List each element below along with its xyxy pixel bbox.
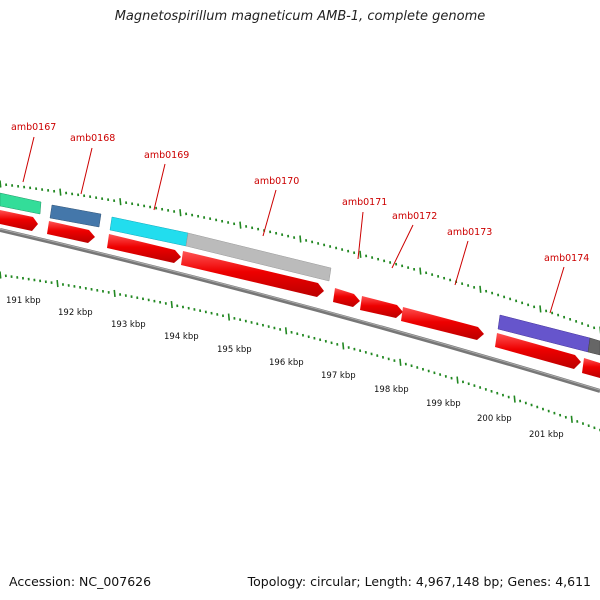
- scale-label: 197 kbp: [321, 371, 356, 381]
- major-tick: [513, 395, 516, 403]
- gene-label-amb0172: amb0172: [392, 211, 437, 222]
- major-tick: [113, 289, 116, 298]
- leader-line: [153, 163, 166, 211]
- gene-arrow: [107, 234, 181, 263]
- genome-backbone-highlight: [0, 228, 600, 391]
- major-tick: [179, 209, 182, 217]
- major-tick: [59, 188, 62, 196]
- scale-label: 195 kbp: [217, 345, 252, 355]
- gene-label-track: amb0167 amb0168 amb0169 amb0170 amb0171 …: [11, 122, 589, 264]
- accession-label: Accession: NC_007626: [9, 574, 152, 589]
- major-tick: [419, 267, 422, 275]
- gene-label-amb0168: amb0168: [70, 133, 115, 144]
- leader-line: [262, 189, 277, 237]
- scale-label: 193 kbp: [111, 320, 146, 330]
- major-tick: [0, 271, 2, 279]
- scale-label: 194 kbp: [164, 332, 199, 342]
- scale-label: 192 kbp: [58, 308, 93, 318]
- gene-label-amb0174: amb0174: [544, 253, 589, 264]
- major-tick: [284, 327, 288, 335]
- scale-label: 196 kbp: [269, 358, 304, 368]
- scale-tick-track: [0, 271, 600, 432]
- outer-tick-track: [0, 180, 600, 334]
- genome-backbone: [0, 228, 600, 393]
- leader-line: [454, 240, 469, 286]
- leader-line: [357, 211, 364, 260]
- leader-line: [80, 147, 93, 195]
- leader-line: [22, 136, 35, 183]
- gene-arrow-track: [0, 210, 600, 378]
- scale-label: 201 kbp: [529, 430, 564, 440]
- feature-track: [0, 192, 600, 356]
- gene-arrow: [360, 296, 403, 318]
- gene-label-amb0170: amb0170: [254, 176, 299, 187]
- major-tick: [299, 235, 302, 243]
- leader-line: [391, 224, 414, 269]
- gene-leader-lines: [22, 136, 565, 314]
- leader-line: [549, 266, 565, 314]
- gene-arrow: [47, 221, 95, 243]
- gene-arrow: [582, 358, 600, 378]
- gene-arrow: [181, 251, 324, 297]
- amb0170-feature: [185, 232, 332, 282]
- scale-label: 191 kbp: [6, 296, 41, 306]
- major-tick: [227, 313, 231, 321]
- gene-label-amb0169: amb0169: [144, 150, 189, 161]
- scale-label: 200 kbp: [477, 414, 512, 424]
- gene-arrow: [333, 288, 360, 307]
- amb0168-feature: [49, 204, 102, 228]
- major-tick: [456, 376, 459, 384]
- scale-label: 199 kbp: [426, 399, 461, 409]
- major-tick: [342, 342, 345, 350]
- amb0167-feature: [0, 192, 42, 215]
- gene-label-amb0171: amb0171: [342, 197, 387, 208]
- major-tick: [479, 285, 482, 293]
- major-tick: [570, 415, 573, 423]
- gene-label-amb0173: amb0173: [447, 227, 492, 238]
- gene-arrow: [401, 307, 484, 340]
- gene-label-amb0167: amb0167: [11, 122, 56, 133]
- major-tick: [56, 279, 59, 288]
- major-tick: [239, 221, 242, 229]
- topology-label: Topology: circular; Length: 4,967,148 bp…: [247, 574, 591, 589]
- gene-arrow: [495, 333, 581, 369]
- scale-label: 198 kbp: [374, 385, 409, 395]
- major-tick: [399, 358, 402, 366]
- major-tick: [359, 250, 362, 258]
- edge-feature: [587, 337, 600, 356]
- gene-arrow: [0, 210, 38, 231]
- major-tick: [170, 301, 173, 309]
- scale-label-track: 191 kbp 192 kbp 193 kbp 194 kbp 195 kbp …: [6, 296, 564, 440]
- page-title: Magnetospirillum magneticum AMB-1, compl…: [114, 9, 486, 24]
- major-tick: [539, 305, 542, 313]
- major-tick: [0, 180, 2, 188]
- major-tick: [119, 198, 122, 206]
